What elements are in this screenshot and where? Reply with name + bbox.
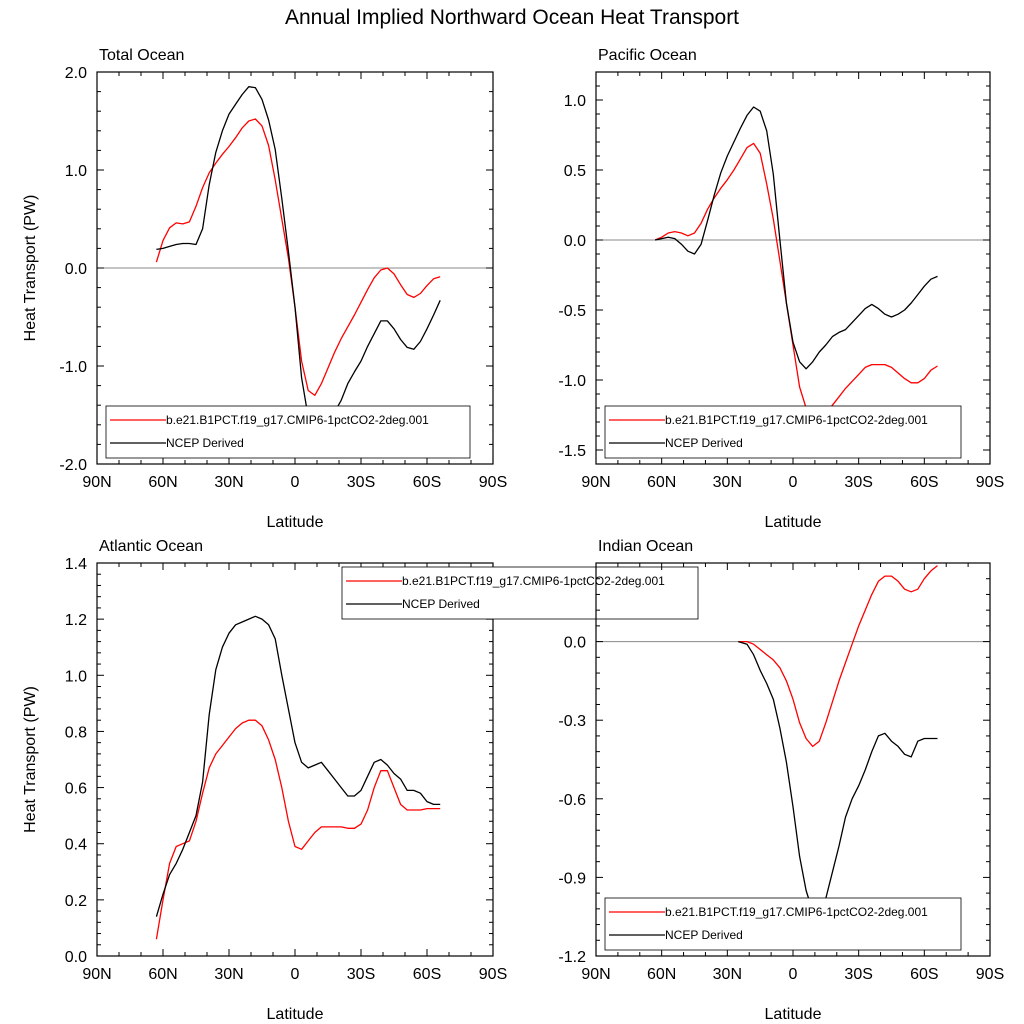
indian-ocean-y-tick-label: 0.0 [564, 635, 586, 652]
indian-ocean-series-line-ncep [738, 640, 938, 915]
indian-ocean-x-axis-label: Latitude [765, 1006, 822, 1023]
indian-ocean-legend-label: NCEP Derived [665, 928, 743, 942]
indian-ocean-legend-label: b.e21.B1PCT.f19_g17.CMIP6-1pctCO2-2deg.0… [665, 905, 928, 919]
indian-ocean-series-line-model [738, 565, 938, 748]
atlantic-ocean-legend-label: NCEP Derived [402, 597, 480, 611]
indian-ocean-x-tick-label: 60S [910, 966, 938, 983]
total-ocean-legend-label: NCEP Derived [166, 436, 244, 450]
atlantic-ocean-series-line-ncep [155, 615, 441, 917]
pacific-ocean-x-tick-label: 60S [910, 474, 938, 491]
atlantic-ocean-x-tick-label: 60S [413, 966, 441, 983]
pacific-ocean-y-tick-label: 1.0 [564, 93, 586, 110]
pacific-ocean-y-tick-label: -1.0 [558, 373, 586, 390]
atlantic-ocean-x-tick-label: 60N [148, 966, 177, 983]
pacific-ocean-legend-label: NCEP Derived [665, 436, 743, 450]
atlantic-ocean-x-tick-label: 90N [82, 966, 111, 983]
atlantic-ocean-plot-frame [96, 562, 494, 957]
pacific-ocean-y-tick-label: -1.5 [558, 443, 586, 460]
atlantic-ocean-x-tick-label: 0 [291, 966, 300, 983]
total-ocean-series-line-ncep [156, 86, 441, 433]
atlantic-ocean-y-tick-label: 0.8 [65, 724, 87, 741]
indian-ocean-y-tick-label: -0.3 [558, 713, 586, 730]
atlantic-ocean-x-tick-label: 30S [347, 966, 375, 983]
pacific-ocean-legend-box [604, 405, 962, 459]
total-ocean-y-tick-label: 0.0 [65, 261, 87, 278]
total-ocean-x-tick-label: 30S [347, 474, 375, 491]
atlantic-ocean-y-tick-label: 1.0 [65, 668, 87, 685]
pacific-ocean-x-tick-label: 30S [844, 474, 872, 491]
total-ocean-series-line-model [155, 118, 441, 397]
pacific-ocean-x-tick-label: 90N [581, 474, 610, 491]
panel-atlantic-ocean: 90N 60N 30N 0 30S 60S 90S 0.0 0.2 0.4 0.6 0.8 1.0 1.2… [22, 538, 699, 1023]
indian-ocean-y-tick-label: -0.6 [558, 792, 586, 809]
total-ocean-y-axis-label: Heat Transport (PW) [22, 195, 39, 342]
total-ocean-x-axis-label: Latitude [267, 514, 324, 531]
pacific-ocean-x-tick-label: 60N [647, 474, 676, 491]
total-ocean-x-tick-label: 60S [413, 474, 441, 491]
indian-ocean-x-tick-label: 30N [713, 966, 742, 983]
total-ocean-title: Total Ocean [99, 47, 184, 64]
indian-ocean-x-tick-label: 90N [581, 966, 610, 983]
pacific-ocean-plot-frame [595, 71, 991, 465]
total-ocean-x-tick-label: 60N [148, 474, 177, 491]
atlantic-ocean-y-tick-label: 1.4 [65, 556, 87, 573]
total-ocean-x-tick-label: 90N [82, 474, 111, 491]
panel-total-ocean: 90N 60N 30N 0 30S 60S 90S -2.0 -1.0 0.0 1.0 2.0 Tota… [22, 47, 507, 531]
atlantic-ocean-x-tick-label: 30N [214, 966, 243, 983]
pacific-ocean-series-line-model [654, 142, 938, 422]
total-ocean-legend-label: b.e21.B1PCT.f19_g17.CMIP6-1pctCO2-2deg.0… [166, 413, 429, 427]
atlantic-ocean-x-axis-label: Latitude [267, 1006, 324, 1023]
indian-ocean-legend-box [604, 897, 962, 951]
indian-ocean-y-tick-label: -1.2 [558, 949, 586, 966]
atlantic-ocean-y-tick-label: 0.0 [65, 949, 87, 966]
atlantic-ocean-y-tick-label: 0.4 [65, 837, 87, 854]
total-ocean-x-tick-label: 0 [291, 474, 300, 491]
pacific-ocean-y-tick-label: 0.5 [564, 163, 586, 180]
total-ocean-y-tick-label: 1.0 [65, 163, 87, 180]
pacific-ocean-x-tick-label: 30N [713, 474, 742, 491]
total-ocean-y-tick-label: -2.0 [59, 457, 87, 474]
atlantic-ocean-series-line-model [155, 719, 441, 940]
atlantic-ocean-legend-box [341, 566, 699, 620]
indian-ocean-title: Indian Ocean [598, 538, 693, 555]
atlantic-ocean-legend-label: b.e21.B1PCT.f19_g17.CMIP6-1pctCO2-2deg.0… [402, 574, 665, 588]
atlantic-ocean-y-axis-label: Heat Transport (PW) [22, 686, 39, 833]
pacific-ocean-y-tick-label: 0.0 [564, 233, 586, 250]
indian-ocean-x-tick-label: 30S [844, 966, 872, 983]
indian-ocean-x-tick-label: 90S [976, 966, 1004, 983]
indian-ocean-x-tick-label: 60N [647, 966, 676, 983]
pacific-ocean-title: Pacific Ocean [598, 47, 697, 64]
main-title: Annual Implied Northward Ocean Heat Tran… [284, 6, 740, 29]
total-ocean-x-tick-label: 30N [214, 474, 243, 491]
indian-ocean-x-tick-label: 0 [789, 966, 798, 983]
pacific-ocean-series-line-ncep [654, 106, 938, 370]
pacific-ocean-legend-label: b.e21.B1PCT.f19_g17.CMIP6-1pctCO2-2deg.0… [665, 413, 928, 427]
atlantic-ocean-y-tick-label: 1.2 [65, 612, 87, 629]
total-ocean-y-tick-label: -1.0 [59, 359, 87, 376]
atlantic-ocean-y-tick-label: 0.6 [65, 781, 87, 798]
total-ocean-y-tick-label: 2.0 [65, 65, 87, 82]
indian-ocean-plot-frame [595, 562, 991, 957]
indian-ocean-y-tick-label: -0.9 [558, 870, 586, 887]
atlantic-ocean-title: Atlantic Ocean [99, 538, 203, 555]
panel-indian-ocean: 90N 60N 30N 0 30S 60S 90S -1.2 -0.9 -0.6 -0.3 0.0 In… [558, 538, 1004, 1023]
pacific-ocean-x-tick-label: 90S [976, 474, 1004, 491]
total-ocean-legend-box [105, 405, 471, 459]
pacific-ocean-x-tick-label: 0 [789, 474, 798, 491]
panel-pacific-ocean: 90N 60N 30N 0 30S 60S 90S -1.5 -1.0 -0.5 0.0 0.5 1.0… [558, 47, 1004, 531]
atlantic-ocean-y-tick-label: 0.2 [65, 893, 87, 910]
pacific-ocean-y-tick-label: -0.5 [558, 303, 586, 320]
pacific-ocean-x-axis-label: Latitude [765, 514, 822, 531]
total-ocean-x-tick-label: 90S [479, 474, 507, 491]
atlantic-ocean-x-tick-label: 90S [479, 966, 507, 983]
